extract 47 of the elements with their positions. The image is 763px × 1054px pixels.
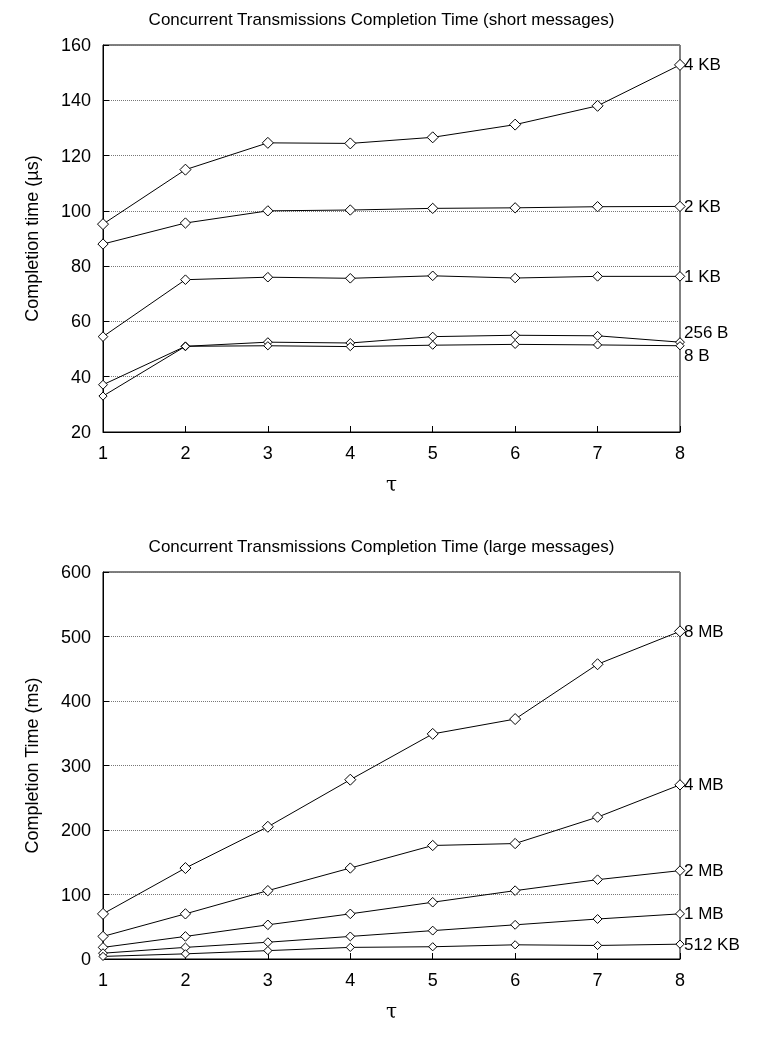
series-label: 256 B xyxy=(684,322,729,342)
x-tick-label: 8 xyxy=(674,970,686,990)
x-tick-label: 8 xyxy=(674,443,686,463)
series-label: 1 KB xyxy=(684,266,721,286)
series-label: 2 MB xyxy=(684,861,724,881)
x-tick-label: 3 xyxy=(262,443,273,463)
y-tick-label: 100 xyxy=(60,200,91,221)
y-tick-label: 120 xyxy=(60,145,91,166)
series-label: 4 MB xyxy=(684,775,724,795)
y-tick-label: 500 xyxy=(60,626,91,647)
y-tick-label: 200 xyxy=(60,820,91,840)
x-tick-label: 2 xyxy=(180,970,191,990)
chart-title: Concurrent Transmissions Completion Time (large messages) xyxy=(148,537,615,556)
y-tick-label: 100 xyxy=(60,884,91,905)
x-tick-label: 2 xyxy=(180,443,191,463)
series-label: 4 KB xyxy=(684,55,721,75)
x-tick-label: 7 xyxy=(592,443,603,463)
y-tick-label: 80 xyxy=(70,256,91,277)
y-tick-label: 400 xyxy=(60,691,91,711)
x-tick-label: 5 xyxy=(427,970,438,990)
y-axis-title: Completion Time (ms) xyxy=(22,677,42,854)
x-tick-label: 4 xyxy=(345,443,356,463)
y-tick-label: 40 xyxy=(70,366,91,387)
x-tick-label: 6 xyxy=(510,443,521,463)
x-tick-label: 6 xyxy=(510,970,521,990)
y-tick-label: 20 xyxy=(70,422,91,442)
y-axis-title: Completion time (µs) xyxy=(22,155,42,322)
y-tick-label: 0 xyxy=(80,949,91,969)
series-label: 512 KB xyxy=(684,934,740,954)
series-label: 2 KB xyxy=(684,196,721,216)
y-tick-label: 60 xyxy=(70,311,91,332)
series-label: 8 B xyxy=(684,346,710,366)
x-axis-title: τ xyxy=(385,999,398,1023)
x-tick-label: 1 xyxy=(97,443,109,463)
series-label: 1 MB xyxy=(684,904,724,924)
y-tick-label: 300 xyxy=(60,755,91,776)
y-tick-label: 140 xyxy=(60,90,91,111)
chart-title: Concurrent Transmissions Completion Time (short messages) xyxy=(148,10,615,29)
x-tick-label: 7 xyxy=(592,970,603,990)
x-axis-title: τ xyxy=(385,472,398,496)
x-tick-label: 3 xyxy=(262,970,273,990)
x-tick-label: 4 xyxy=(345,970,356,990)
series-label: 8 MB xyxy=(684,621,724,641)
y-tick-label: 600 xyxy=(60,562,91,582)
x-tick-label: 1 xyxy=(97,970,109,990)
x-tick-label: 5 xyxy=(427,443,438,463)
y-tick-label: 160 xyxy=(60,35,91,55)
